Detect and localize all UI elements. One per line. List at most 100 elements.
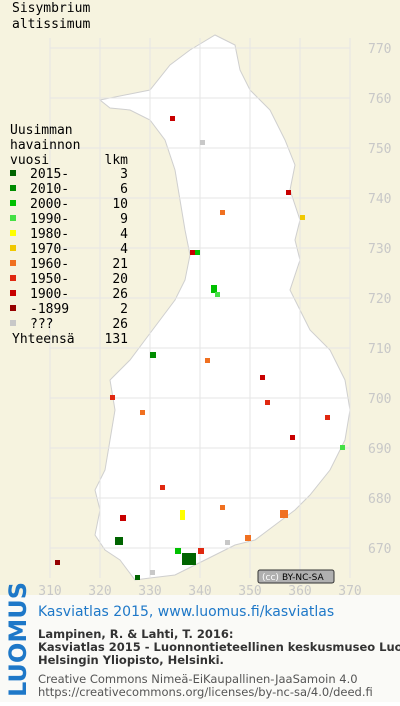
footer-background xyxy=(0,595,400,702)
legend-swatch xyxy=(10,185,16,191)
legend-count: 9 xyxy=(120,212,128,227)
y-grid-label: 740 xyxy=(368,192,391,207)
observation xyxy=(195,250,200,255)
y-grid-label: 770 xyxy=(368,42,391,57)
legend-heading: vuosi xyxy=(10,153,49,168)
license-badge-text: BY-NC-SA xyxy=(282,573,325,583)
observation xyxy=(150,352,156,358)
legend-total-count: 131 xyxy=(105,332,128,347)
license-badge-cc: (cc) xyxy=(262,573,279,583)
observation xyxy=(140,410,145,415)
legend-total-label: Yhteensä xyxy=(12,332,75,347)
legend-swatch xyxy=(10,215,16,221)
legend-count: 4 xyxy=(120,242,128,257)
legend-label: 1900- xyxy=(30,287,69,302)
y-grid-label: 750 xyxy=(368,142,391,157)
x-grid-label: 350 xyxy=(238,584,261,599)
legend-label: 1970- xyxy=(30,242,69,257)
legend-count: 3 xyxy=(120,167,128,182)
license: Creative Commons Nimeä-EiKaupallinen-Jaa… xyxy=(38,672,358,686)
x-grid-label: 370 xyxy=(338,584,361,599)
legend-label: 1980- xyxy=(30,227,69,242)
observation xyxy=(198,548,204,554)
observation xyxy=(110,395,115,400)
y-grid-label: 760 xyxy=(368,92,391,107)
legend-label: 2015- xyxy=(30,167,69,182)
legend-count-heading: lkm xyxy=(105,153,129,168)
observation xyxy=(340,445,345,450)
observation xyxy=(120,515,126,521)
legend-count: 26 xyxy=(112,287,128,302)
y-grid-label: 720 xyxy=(368,292,391,307)
legend-label: 1960- xyxy=(30,257,69,272)
legend-swatch xyxy=(10,200,16,206)
observation xyxy=(205,358,210,363)
legend-heading: havainnon xyxy=(10,138,80,153)
observation xyxy=(260,375,265,380)
legend-count: 26 xyxy=(112,317,128,332)
observation xyxy=(180,510,185,520)
legend-swatch xyxy=(10,230,16,236)
observation xyxy=(200,140,205,145)
observation xyxy=(300,215,305,220)
finland-outline xyxy=(94,34,351,581)
observation xyxy=(286,190,291,195)
observation xyxy=(215,292,220,297)
legend-label: -1899 xyxy=(30,302,69,317)
legend-swatch xyxy=(10,290,16,296)
citation: Kasviatlas 2015 - Luonnontieteellinen ke… xyxy=(38,640,400,654)
observation xyxy=(175,548,181,554)
grid: 770 760 750 740 730 720 710 700 690 680 670 3 10 320 3… xyxy=(38,38,391,599)
observation xyxy=(211,285,217,293)
y-grid-label: 730 xyxy=(368,242,391,257)
x-grid-label: 320 xyxy=(88,584,111,599)
legend-label: 1990- xyxy=(30,212,69,227)
legend-swatch xyxy=(10,320,16,326)
observation xyxy=(160,485,165,490)
observation xyxy=(265,400,270,405)
legend-label: 2010- xyxy=(30,182,69,197)
license-badge[interactable] xyxy=(257,569,335,584)
observation xyxy=(150,570,155,575)
legend: Uusimman havainnon vuosi lkm 2015- 32010-… xyxy=(10,123,128,347)
legend-swatch xyxy=(10,275,16,281)
logo: LUOMUS xyxy=(4,582,32,697)
observation xyxy=(220,210,225,215)
y-grid-label: 710 xyxy=(368,342,391,357)
legend-count: 10 xyxy=(112,197,128,212)
legend-swatch xyxy=(10,245,16,251)
observation xyxy=(115,537,123,545)
observation xyxy=(170,116,175,121)
legend-swatch xyxy=(10,305,16,311)
observation xyxy=(55,560,60,565)
observation xyxy=(325,415,330,420)
y-grid-label: 700 xyxy=(368,392,391,407)
observations xyxy=(55,116,345,580)
species-name: Sisymbrium xyxy=(12,1,90,16)
legend-swatch xyxy=(10,260,16,266)
x-grid-label: 340 xyxy=(188,584,211,599)
legend-label: 2000- xyxy=(30,197,69,212)
observation xyxy=(220,505,225,510)
legend-label: 1950- xyxy=(30,272,69,287)
y-grid-label: 670 xyxy=(368,542,391,557)
y-grid-label: 680 xyxy=(368,492,391,507)
observation xyxy=(182,553,196,565)
x-grid-label: 360 xyxy=(288,584,311,599)
y-grid-label: 690 xyxy=(368,442,391,457)
license-url[interactable]: https://creativecommons.org/licenses/by-… xyxy=(38,685,373,699)
legend-heading: Uusimman xyxy=(10,123,73,138)
legend-count: 20 xyxy=(112,272,128,287)
footer-link[interactable]: Kasviatlas 2015, www.luomus.fi/kasviatla… xyxy=(38,604,334,620)
citation: Lampinen, R. & Lahti, T. 2016: xyxy=(38,627,233,641)
observation xyxy=(290,435,295,440)
legend-count: 21 xyxy=(112,257,128,272)
observation xyxy=(280,510,288,518)
legend-label: ??? xyxy=(30,317,53,332)
species-name: altissimum xyxy=(12,17,90,32)
legend-count: 6 xyxy=(120,182,128,197)
observation xyxy=(225,540,230,545)
observation xyxy=(135,575,140,580)
